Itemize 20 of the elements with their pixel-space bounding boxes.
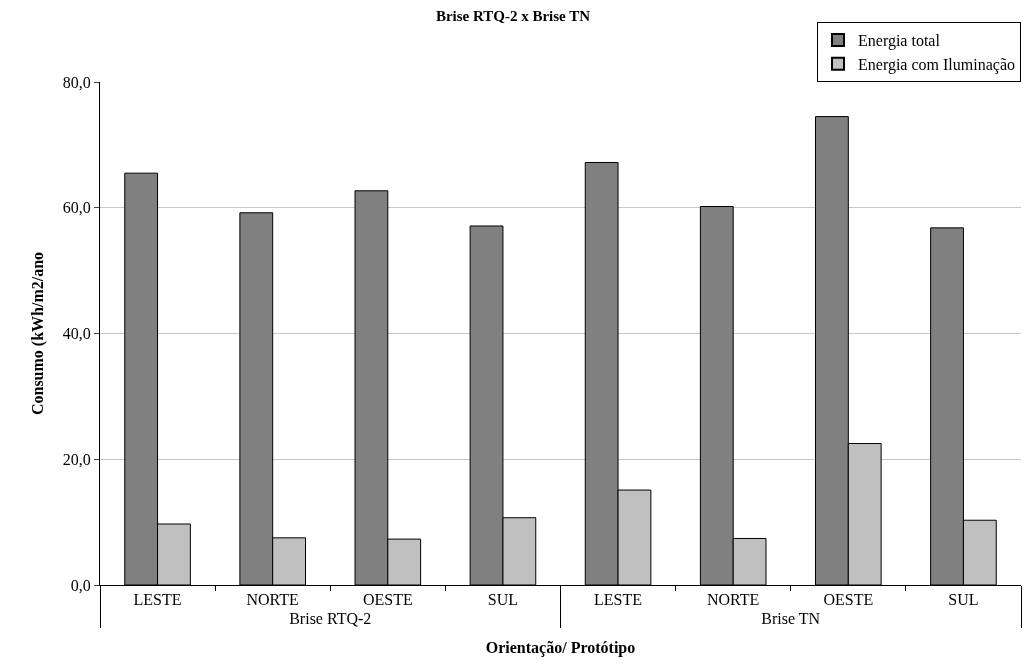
chart-title: Brise RTQ-2 x Brise TN: [435, 7, 591, 24]
text: Brise TN: [761, 610, 821, 628]
text: Brise RTQ-2: [289, 610, 372, 628]
legend-label: Energia com Iluminação: [858, 55, 1015, 74]
y-tick-label: 60,0: [62, 199, 91, 217]
y-tick-label: 0,0: [70, 576, 91, 594]
x-tick-label: SUL: [948, 591, 979, 609]
y-tick-label: 40,0: [62, 325, 91, 343]
y-tick-label: 20,0: [62, 450, 91, 468]
x-tick-label: OESTE: [823, 591, 874, 609]
x-tick-label: NORTE: [707, 591, 760, 609]
x-tick-label: LESTE: [133, 591, 182, 609]
x-tick-label: NORTE: [246, 591, 299, 609]
x-tick-label: OESTE: [362, 591, 413, 609]
y-axis-title: Consumo (kWh/m2/ano: [28, 251, 47, 416]
legend-label: Energia total: [858, 32, 941, 51]
x-tick-label: SUL: [487, 591, 519, 609]
x-tick-label: LESTE: [594, 591, 643, 609]
x-axis-title: Orientação/ Protótipo: [485, 638, 636, 657]
y-tick-label: 80,0: [62, 73, 91, 91]
